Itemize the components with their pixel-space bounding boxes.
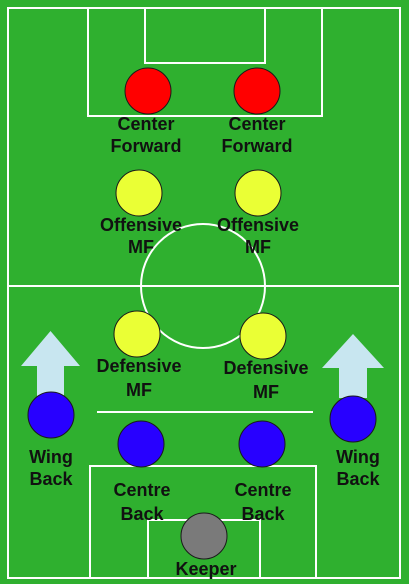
player-marker [239, 312, 287, 360]
player-wing-back-left: Wing Back [27, 391, 75, 489]
player-center-forward-right: Center Forward [221, 67, 293, 156]
player-label-line2: Back [29, 469, 73, 489]
player-marker [329, 395, 377, 443]
player-center-forward-left: Center Forward [110, 67, 182, 156]
player-label-line1: Wing [336, 447, 380, 467]
player-wing-back-right: Wing Back [329, 395, 381, 489]
player-label-line2: MF [126, 380, 152, 400]
player-label-line1: Defensive [223, 358, 308, 378]
player-label-line2: Back [241, 504, 285, 524]
player-label-line1: Defensive [96, 356, 181, 376]
player-marker [27, 391, 75, 439]
player-label-line1: Offensive [217, 215, 299, 235]
centre-circle [140, 223, 266, 349]
player-marker [180, 512, 228, 560]
player-label-line1: Keeper [175, 559, 236, 579]
player-marker [117, 420, 165, 468]
player-marker [234, 169, 282, 217]
player-label-line2: MF [128, 237, 154, 257]
player-defensive-mf-left: Defensive MF [96, 310, 182, 400]
player-marker [238, 420, 286, 468]
player-defensive-mf-right: Defensive MF [223, 312, 309, 402]
player-label-line2: Back [120, 504, 164, 524]
wing-back-right-up-arrow [322, 334, 384, 398]
player-label-line2: Forward [110, 136, 181, 156]
player-label-line1: Wing [29, 447, 73, 467]
player-label-line1: Center [228, 114, 285, 134]
player-label-line1: Centre [234, 480, 291, 500]
player-marker [233, 67, 281, 115]
top-goal-box [144, 7, 266, 64]
player-offensive-mf-right: Offensive MF [217, 169, 299, 257]
player-offensive-mf-left: Offensive MF [100, 169, 182, 257]
player-label-line1: Centre [113, 480, 170, 500]
player-centre-back-left: Centre Back [113, 420, 171, 524]
player-label-line2: Back [336, 469, 380, 489]
player-label-line2: MF [253, 382, 279, 402]
player-marker [124, 67, 172, 115]
player-keeper: Keeper [175, 512, 237, 579]
player-marker [115, 169, 163, 217]
player-centre-back-right: Centre Back [234, 420, 292, 524]
player-label-line1: Center [117, 114, 174, 134]
player-marker [113, 310, 161, 358]
wing-back-left-up-arrow [21, 331, 80, 396]
player-label-line2: Forward [221, 136, 292, 156]
player-label-line2: MF [245, 237, 271, 257]
player-label-line1: Offensive [100, 215, 182, 235]
